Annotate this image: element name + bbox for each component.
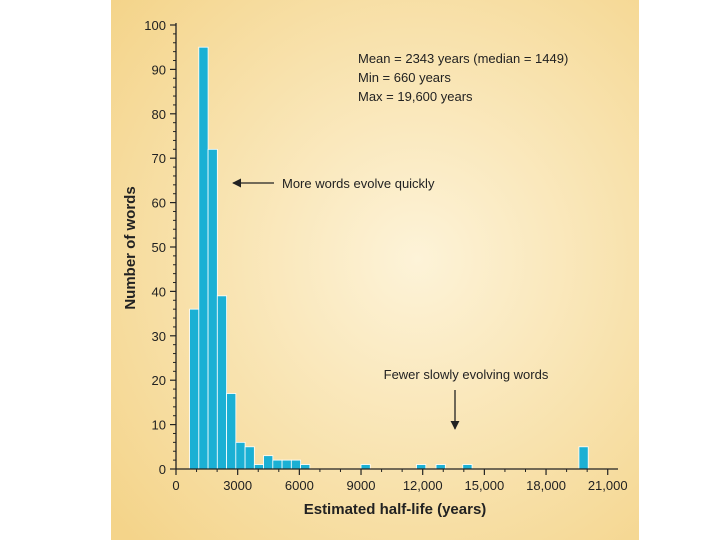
y-tick-label: 90 (152, 62, 166, 77)
bar (244, 446, 255, 470)
stats-mean: Mean = 2343 years (median = 1449) (358, 51, 568, 66)
fast-annotation: More words evolve quickly (282, 176, 435, 191)
x-tick-label: 18,000 (526, 478, 566, 493)
y-tick-label: 70 (152, 151, 166, 166)
bar (290, 459, 301, 470)
y-tick-label: 60 (152, 196, 166, 211)
y-ticks: 0 10 20 30 40 50 60 70 80 90 100 (144, 18, 176, 477)
bar (253, 464, 264, 470)
x-tick-label: 0 (172, 478, 179, 493)
x-ticks: 0 3000 6000 9000 12,000 15,000 18,000 21,000 (172, 469, 628, 493)
bar (416, 464, 427, 470)
x-tick-label: 21,000 (588, 478, 628, 493)
bar (435, 464, 446, 470)
y-tick-label: 50 (152, 240, 166, 255)
y-tick-label: 20 (152, 373, 166, 388)
y-tick-label: 40 (152, 284, 166, 299)
bar (189, 308, 200, 470)
bar (226, 393, 237, 470)
bar (207, 148, 218, 470)
bar (300, 464, 311, 470)
bar (272, 459, 283, 470)
bar (578, 446, 589, 470)
x-axis-label: Estimated half-life (years) (304, 501, 487, 518)
bar (263, 455, 274, 470)
slow-annotation: Fewer slowly evolving words (384, 367, 549, 382)
stats-max: Max = 19,600 years (358, 89, 473, 104)
y-tick-label: 100 (144, 18, 166, 33)
y-axis-label: Number of words (122, 186, 139, 309)
bar (281, 459, 292, 470)
x-tick-label: 15,000 (464, 478, 504, 493)
y-tick-label: 0 (159, 462, 166, 477)
bar (198, 46, 209, 470)
y-tick-label: 30 (152, 329, 166, 344)
x-tick-label: 9000 (347, 478, 376, 493)
x-tick-label: 12,000 (403, 478, 443, 493)
x-tick-label: 6000 (285, 478, 314, 493)
stats-min: Min = 660 years (358, 70, 451, 85)
bar (216, 295, 227, 470)
bar (462, 464, 473, 470)
y-tick-label: 80 (152, 107, 166, 122)
y-tick-label: 10 (152, 418, 166, 433)
bar (360, 464, 371, 470)
x-tick-label: 3000 (223, 478, 252, 493)
bar (235, 441, 246, 470)
